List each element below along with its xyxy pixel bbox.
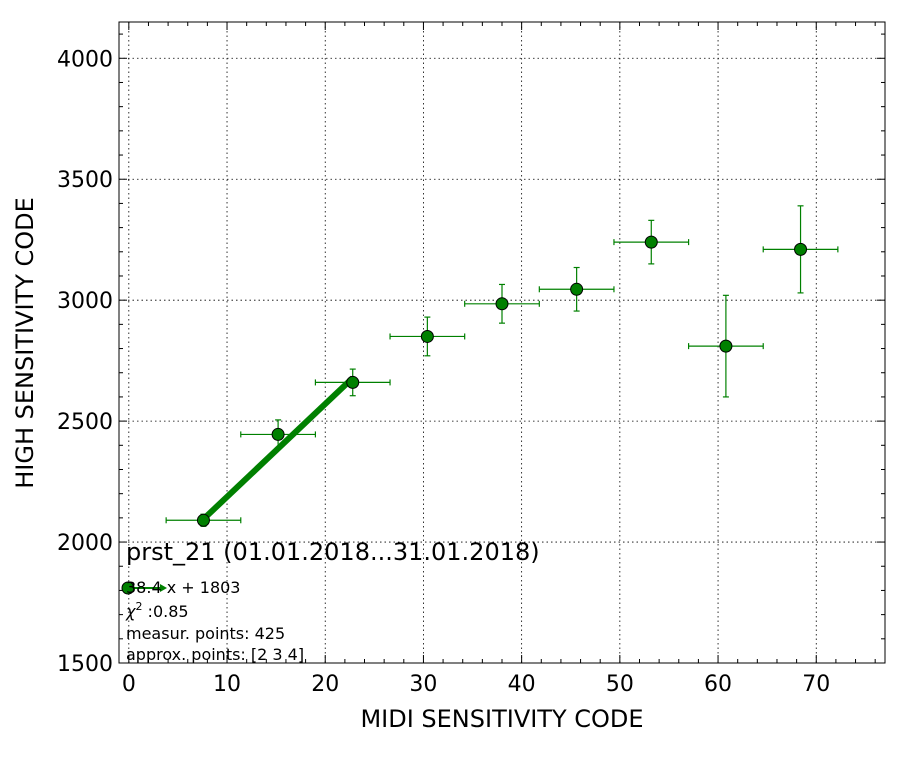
data-point [420,329,434,343]
y-tick-label: 4000 [57,47,113,72]
plot-heading: prst_21 (01.01.2018...31.01.2018) [126,538,540,566]
x-tick-labels: 0 10 20 30 40 50 60 70 [122,672,830,697]
data-point [570,282,584,296]
plot-frame [118,21,886,664]
legend-marker [121,581,167,595]
fit-line [201,375,355,522]
fit-line-group [201,375,355,522]
measur-points: measur. points: 425 [126,624,285,643]
x-tick-label: 20 [311,672,339,697]
y-tick-label: 2500 [57,410,113,435]
x-tick-label: 40 [508,672,536,697]
x-tick-label: 60 [704,672,732,697]
x-tick-label: 10 [213,672,241,697]
approx-points: approx. points: [2 3 4] [126,645,304,664]
data-point [346,375,360,389]
x-tick-label: 70 [802,672,830,697]
data-point [196,513,210,527]
data-point [495,297,509,311]
x-axis-label: MIDI SENSITIVITY CODE [360,705,643,733]
data-point [644,235,658,249]
y-tick-label: 1500 [57,652,113,677]
chi-square-value: χ2 :0.85 [125,600,189,621]
x-tick-label: 0 [122,672,136,697]
x-tick-label: 30 [409,672,437,697]
y-axis-label: HIGH SENSITIVITY CODE [11,197,39,489]
y-tick-label: 2000 [57,531,113,556]
fit-equation: 38.4 x + 1803 [126,578,240,597]
data-point [719,339,733,353]
y-tick-label: 3500 [57,168,113,193]
plot-background [119,22,885,663]
y-tick-labels: 1500 2000 2500 3000 3500 4000 [57,47,113,677]
data-point [271,427,285,441]
data-markers [196,235,808,527]
x-tick-label: 50 [606,672,634,697]
data-point [794,242,808,256]
y-tick-label: 3000 [57,289,113,314]
